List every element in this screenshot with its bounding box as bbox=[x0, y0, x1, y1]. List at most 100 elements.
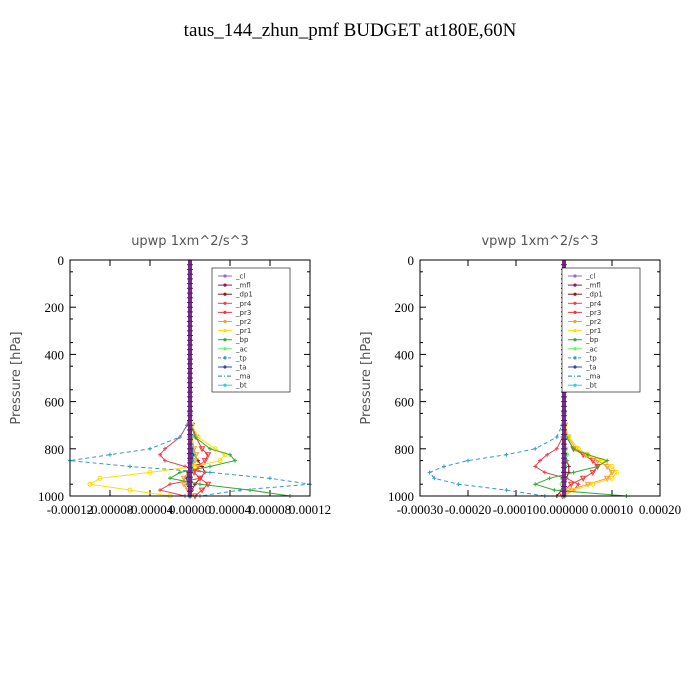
data-point-pr4 bbox=[542, 470, 547, 475]
x-tick-label: -0.00004 bbox=[127, 502, 174, 517]
x-tick-label: -0.00010 bbox=[493, 502, 540, 517]
series-line-tp bbox=[428, 260, 565, 497]
data-point-pr3 bbox=[198, 446, 206, 453]
legend-marker bbox=[573, 310, 577, 314]
y-axis-label: Pressure [hPa] bbox=[359, 331, 374, 424]
legend-marker bbox=[223, 356, 227, 360]
data-point-bp bbox=[552, 488, 557, 493]
x-tick-label: -0.00012 bbox=[47, 502, 94, 517]
data-point-pr3 bbox=[204, 481, 212, 488]
panel-upwp: upwp 1xm^2/s^3 Pressure [hPa] 0 200 400 600 80… bbox=[9, 234, 331, 517]
legend-entry: _ac bbox=[218, 345, 248, 353]
legend-entry: _pr4 bbox=[568, 300, 602, 308]
data-point-pr3 bbox=[579, 475, 587, 482]
data-point-pr2 bbox=[565, 487, 573, 494]
data-point-pr3 bbox=[198, 487, 206, 494]
legend-marker bbox=[223, 365, 227, 369]
legend-label: _pr4 bbox=[585, 300, 602, 308]
legend-label: _ma bbox=[585, 373, 601, 381]
data-point-pr4 bbox=[545, 452, 550, 457]
x-tick-label: 0.00012 bbox=[289, 502, 331, 517]
panel-title: vpwp 1xm^2/s^3 bbox=[481, 234, 598, 249]
legend-label: _pr4 bbox=[235, 300, 252, 308]
legend-label: _ta bbox=[585, 364, 597, 372]
y-tick-label: 400 bbox=[45, 347, 65, 362]
legend-entry: _ma bbox=[218, 373, 251, 381]
legend-entry: _tp bbox=[218, 354, 247, 362]
data-point-tp bbox=[533, 446, 538, 451]
data-point-bp bbox=[248, 488, 252, 493]
data-point-pr1 bbox=[87, 481, 93, 487]
legend-entry: _ma bbox=[568, 373, 601, 381]
y-tick-label: 0 bbox=[408, 253, 415, 268]
data-point-tp bbox=[554, 435, 559, 439]
data-point-tp bbox=[208, 470, 212, 475]
data-point-pr2 bbox=[603, 475, 611, 482]
data-point-pr1 bbox=[609, 475, 615, 481]
y-tick-label: 200 bbox=[395, 300, 415, 315]
data-point-pr4 bbox=[163, 446, 167, 451]
legend-entry: _dp1 bbox=[568, 291, 603, 299]
legend-marker bbox=[573, 301, 577, 305]
data-point-tp bbox=[504, 452, 509, 457]
data-point-tp bbox=[466, 458, 470, 463]
legend-label: _bp bbox=[585, 336, 599, 344]
legend-entry: _pr1 bbox=[568, 327, 601, 335]
data-point-tp bbox=[268, 476, 272, 481]
data-point-bp bbox=[533, 482, 538, 487]
data-point-pr2 bbox=[608, 469, 616, 476]
legend-entry: _pr2 bbox=[568, 318, 601, 326]
data-point-pr2 bbox=[191, 458, 199, 465]
legend-entry: _mfl bbox=[218, 282, 251, 290]
data-point-pr3 bbox=[201, 458, 209, 465]
y-tick-label: 800 bbox=[395, 442, 415, 457]
data-point-tp bbox=[148, 446, 152, 451]
legend-entry: _bt bbox=[218, 382, 247, 390]
legend-marker bbox=[223, 283, 227, 287]
legend-label: _bt bbox=[585, 382, 597, 390]
legend-label: _ac bbox=[235, 345, 248, 353]
data-point-bp bbox=[233, 458, 237, 463]
data-point-pr4 bbox=[576, 482, 581, 487]
legend-entry: _bp bbox=[218, 336, 249, 344]
data-point-pr2 bbox=[603, 464, 611, 471]
legend-marker bbox=[223, 310, 227, 314]
legend-marker bbox=[223, 347, 227, 351]
data-point-bp bbox=[547, 476, 552, 481]
x-tick-label: 0.00000 bbox=[169, 502, 211, 517]
data-point-pr4 bbox=[158, 488, 162, 493]
data-point-pr1 bbox=[97, 475, 103, 481]
x-tick-label: -0.00008 bbox=[87, 502, 134, 517]
legend-entry: _cl bbox=[218, 273, 245, 281]
legend-entry: _mfl bbox=[568, 282, 601, 290]
legend-label: _mfl bbox=[235, 282, 251, 290]
legend-marker bbox=[223, 329, 227, 333]
data-point-pr1 bbox=[217, 458, 223, 464]
data-point-tp bbox=[427, 470, 432, 475]
data-point-tp bbox=[442, 464, 446, 469]
y-tick-label: 600 bbox=[395, 395, 415, 410]
legend-entry: _bt bbox=[568, 382, 597, 390]
legend-label: _pr1 bbox=[585, 327, 601, 335]
legend-entry: _pr1 bbox=[218, 327, 251, 335]
legend-label: _pr1 bbox=[235, 327, 251, 335]
data-point-bp bbox=[208, 446, 212, 451]
y-tick-label: 400 bbox=[395, 347, 415, 362]
legend-marker bbox=[573, 356, 577, 360]
data-point-pr4 bbox=[168, 482, 172, 487]
y-tick-label: 1000 bbox=[38, 489, 64, 504]
data-point-pr3 bbox=[204, 452, 212, 459]
legend-marker bbox=[573, 283, 577, 287]
data-point-pr2 bbox=[192, 452, 200, 459]
legend-label: _ma bbox=[235, 373, 251, 381]
legend-label: _mfl bbox=[585, 282, 601, 290]
legend-marker bbox=[573, 329, 577, 333]
y-tick-label: 200 bbox=[45, 300, 65, 315]
x-tick-label: 0.000000 bbox=[540, 502, 589, 517]
page-title: taus_144_zhun_pmf BUDGET at180E,60N bbox=[183, 20, 517, 41]
data-point-pr1 bbox=[590, 481, 596, 487]
data-point-tp bbox=[108, 452, 112, 457]
data-point-bp bbox=[208, 464, 212, 469]
data-point-bp bbox=[595, 464, 600, 469]
x-tick-label: -0.00030 bbox=[397, 502, 444, 517]
